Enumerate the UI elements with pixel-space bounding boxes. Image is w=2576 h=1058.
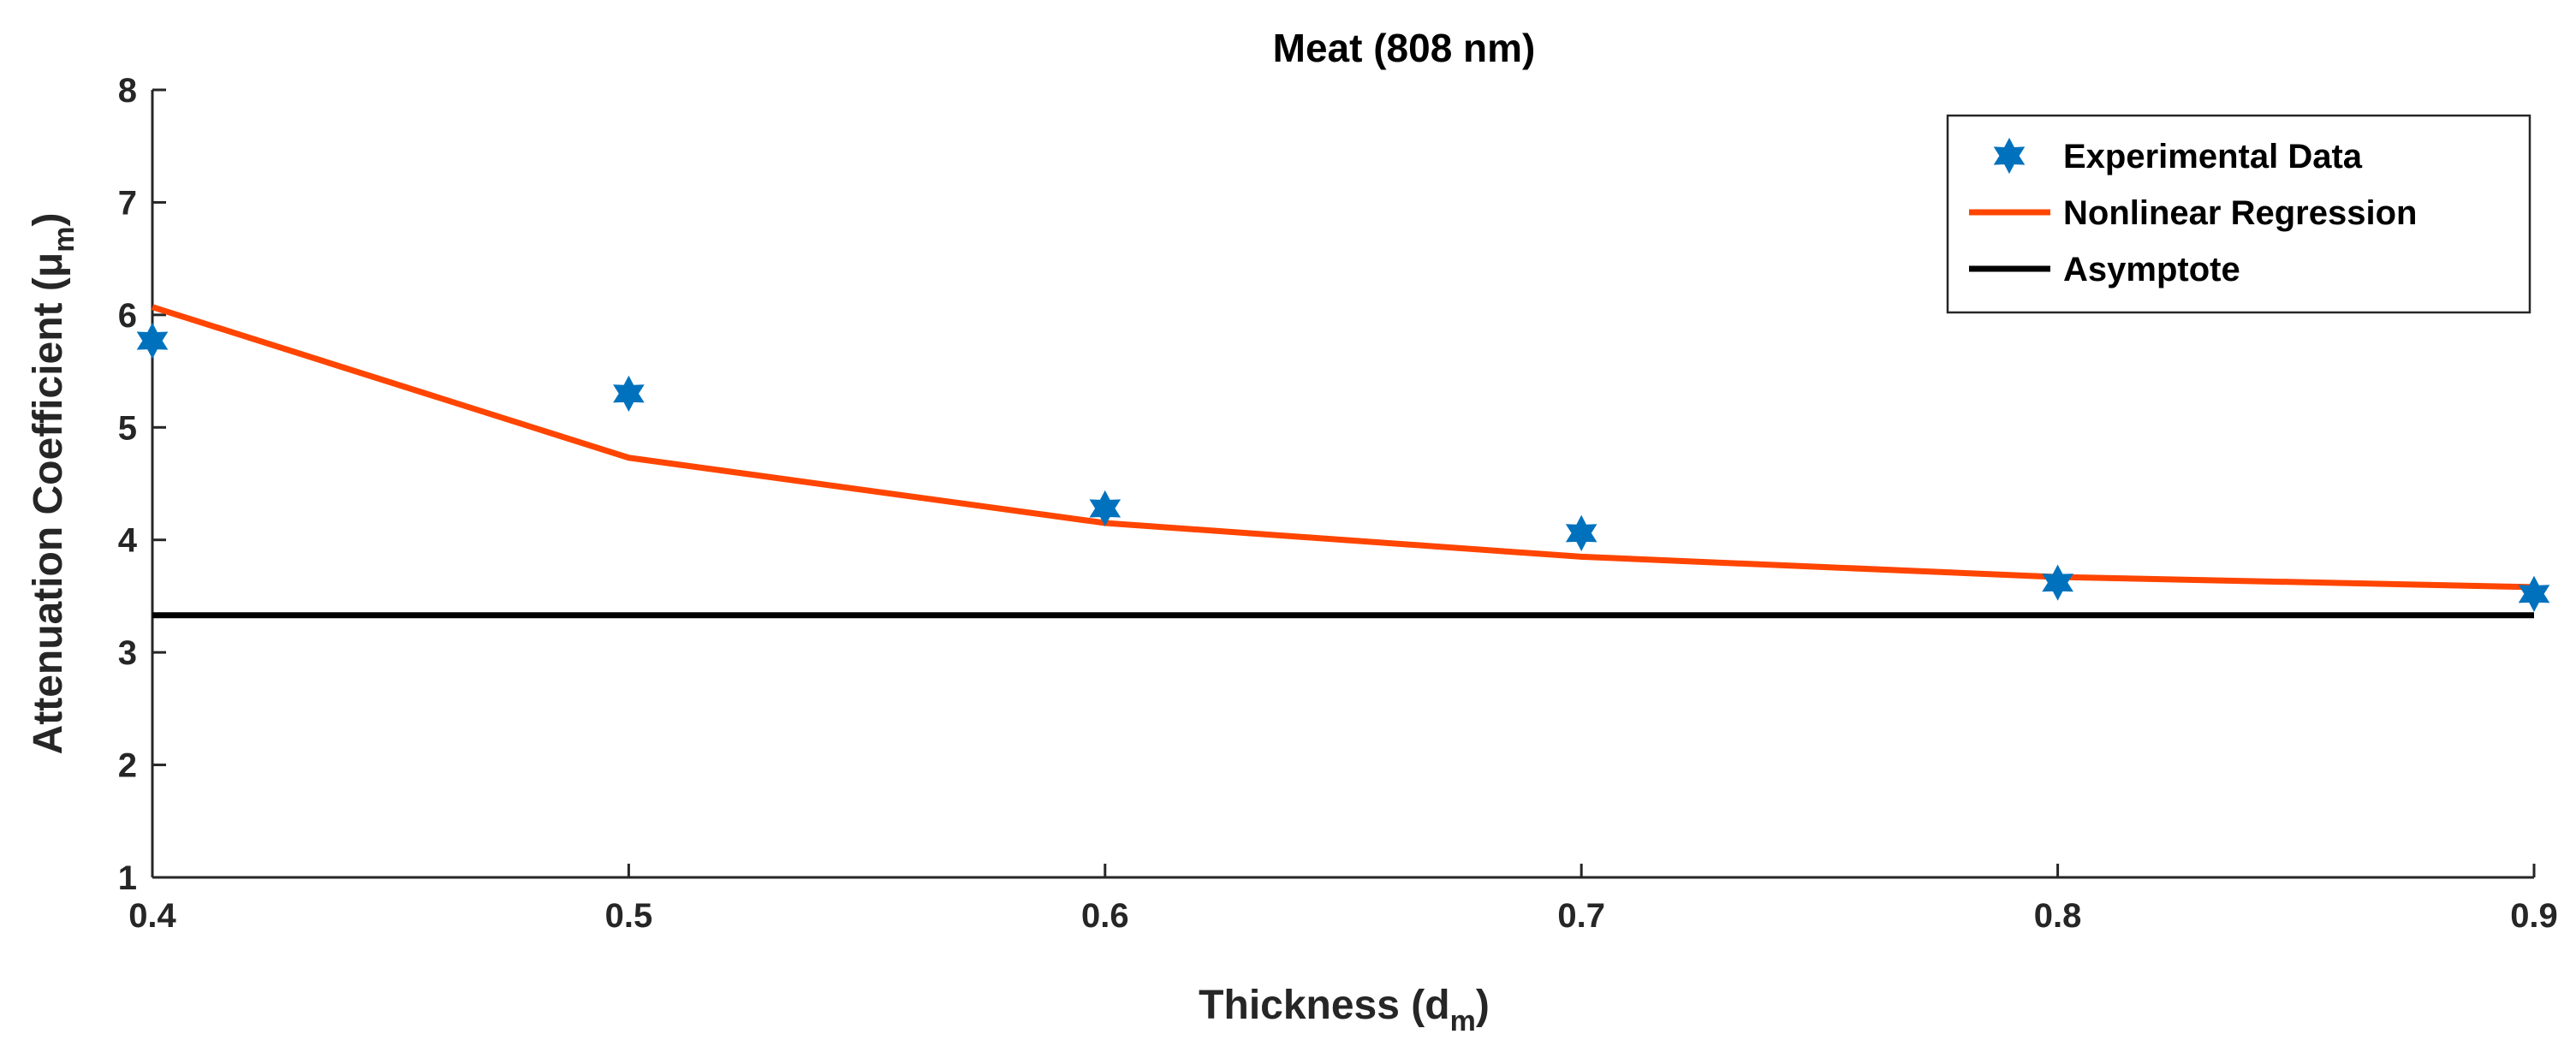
y-tick-label: 5	[118, 409, 137, 447]
y-axis-title-main: Attenuation Coefficient (μ	[26, 253, 71, 755]
x-tick-label: 0.5	[605, 897, 653, 935]
plot-area: 0.4 0.5 0.6 0.7 0.8 0.9 1 2 3 4 5 6 7 8	[118, 72, 2558, 935]
experimental-data-point	[1089, 490, 1121, 527]
x-tick-label: 0.7	[1557, 897, 1605, 935]
legend-label-asymptote: Asymptote	[2063, 251, 2240, 288]
y-tick-label: 1	[118, 859, 137, 897]
x-tick-label: 0.4	[128, 897, 176, 935]
legend: Experimental Data Nonlinear Regression A…	[1946, 114, 2531, 314]
y-tick-label: 8	[118, 72, 137, 110]
y-tick-label: 2	[118, 747, 137, 785]
y-axis-title: Attenuation Coefficient (μm)	[26, 213, 80, 755]
legend-marker-experimental	[1993, 137, 2026, 175]
experimental-data-point	[2042, 564, 2073, 601]
x-tick-label: 0.9	[2510, 897, 2558, 935]
y-tick-label: 6	[118, 297, 137, 335]
y-ticks: 1 2 3 4 5 6 7 8	[118, 72, 166, 897]
y-tick-label: 3	[118, 634, 137, 672]
experimental-data-point	[2518, 575, 2550, 612]
x-tick-label: 0.6	[1081, 897, 1129, 935]
x-axis-title: Thickness (dm)	[1199, 983, 1490, 1037]
x-axis-title-main: Thickness (d	[1199, 983, 1449, 1028]
y-tick-label: 7	[118, 184, 137, 222]
x-ticks: 0.4 0.5 0.6 0.7 0.8 0.9	[128, 864, 2558, 935]
x-axis-title-close: )	[1476, 983, 1490, 1028]
legend-label-experimental: Experimental Data	[2063, 138, 2363, 175]
y-axis-title-close: )	[26, 213, 71, 227]
y-tick-label: 4	[118, 522, 138, 560]
x-axis-title-sub: m	[1450, 1005, 1476, 1037]
y-axis-title-sub: m	[48, 227, 80, 253]
chart-title: Meat (808 nm)	[1273, 26, 1536, 70]
legend-label-regression: Nonlinear Regression	[2063, 194, 2417, 232]
experimental-data-point	[1565, 514, 1597, 551]
regression-line	[151, 304, 2535, 591]
experimental-data-point	[136, 322, 169, 360]
series-layer	[136, 304, 2550, 619]
experimental-data-point	[613, 375, 645, 413]
x-tick-label: 0.8	[2034, 897, 2082, 935]
